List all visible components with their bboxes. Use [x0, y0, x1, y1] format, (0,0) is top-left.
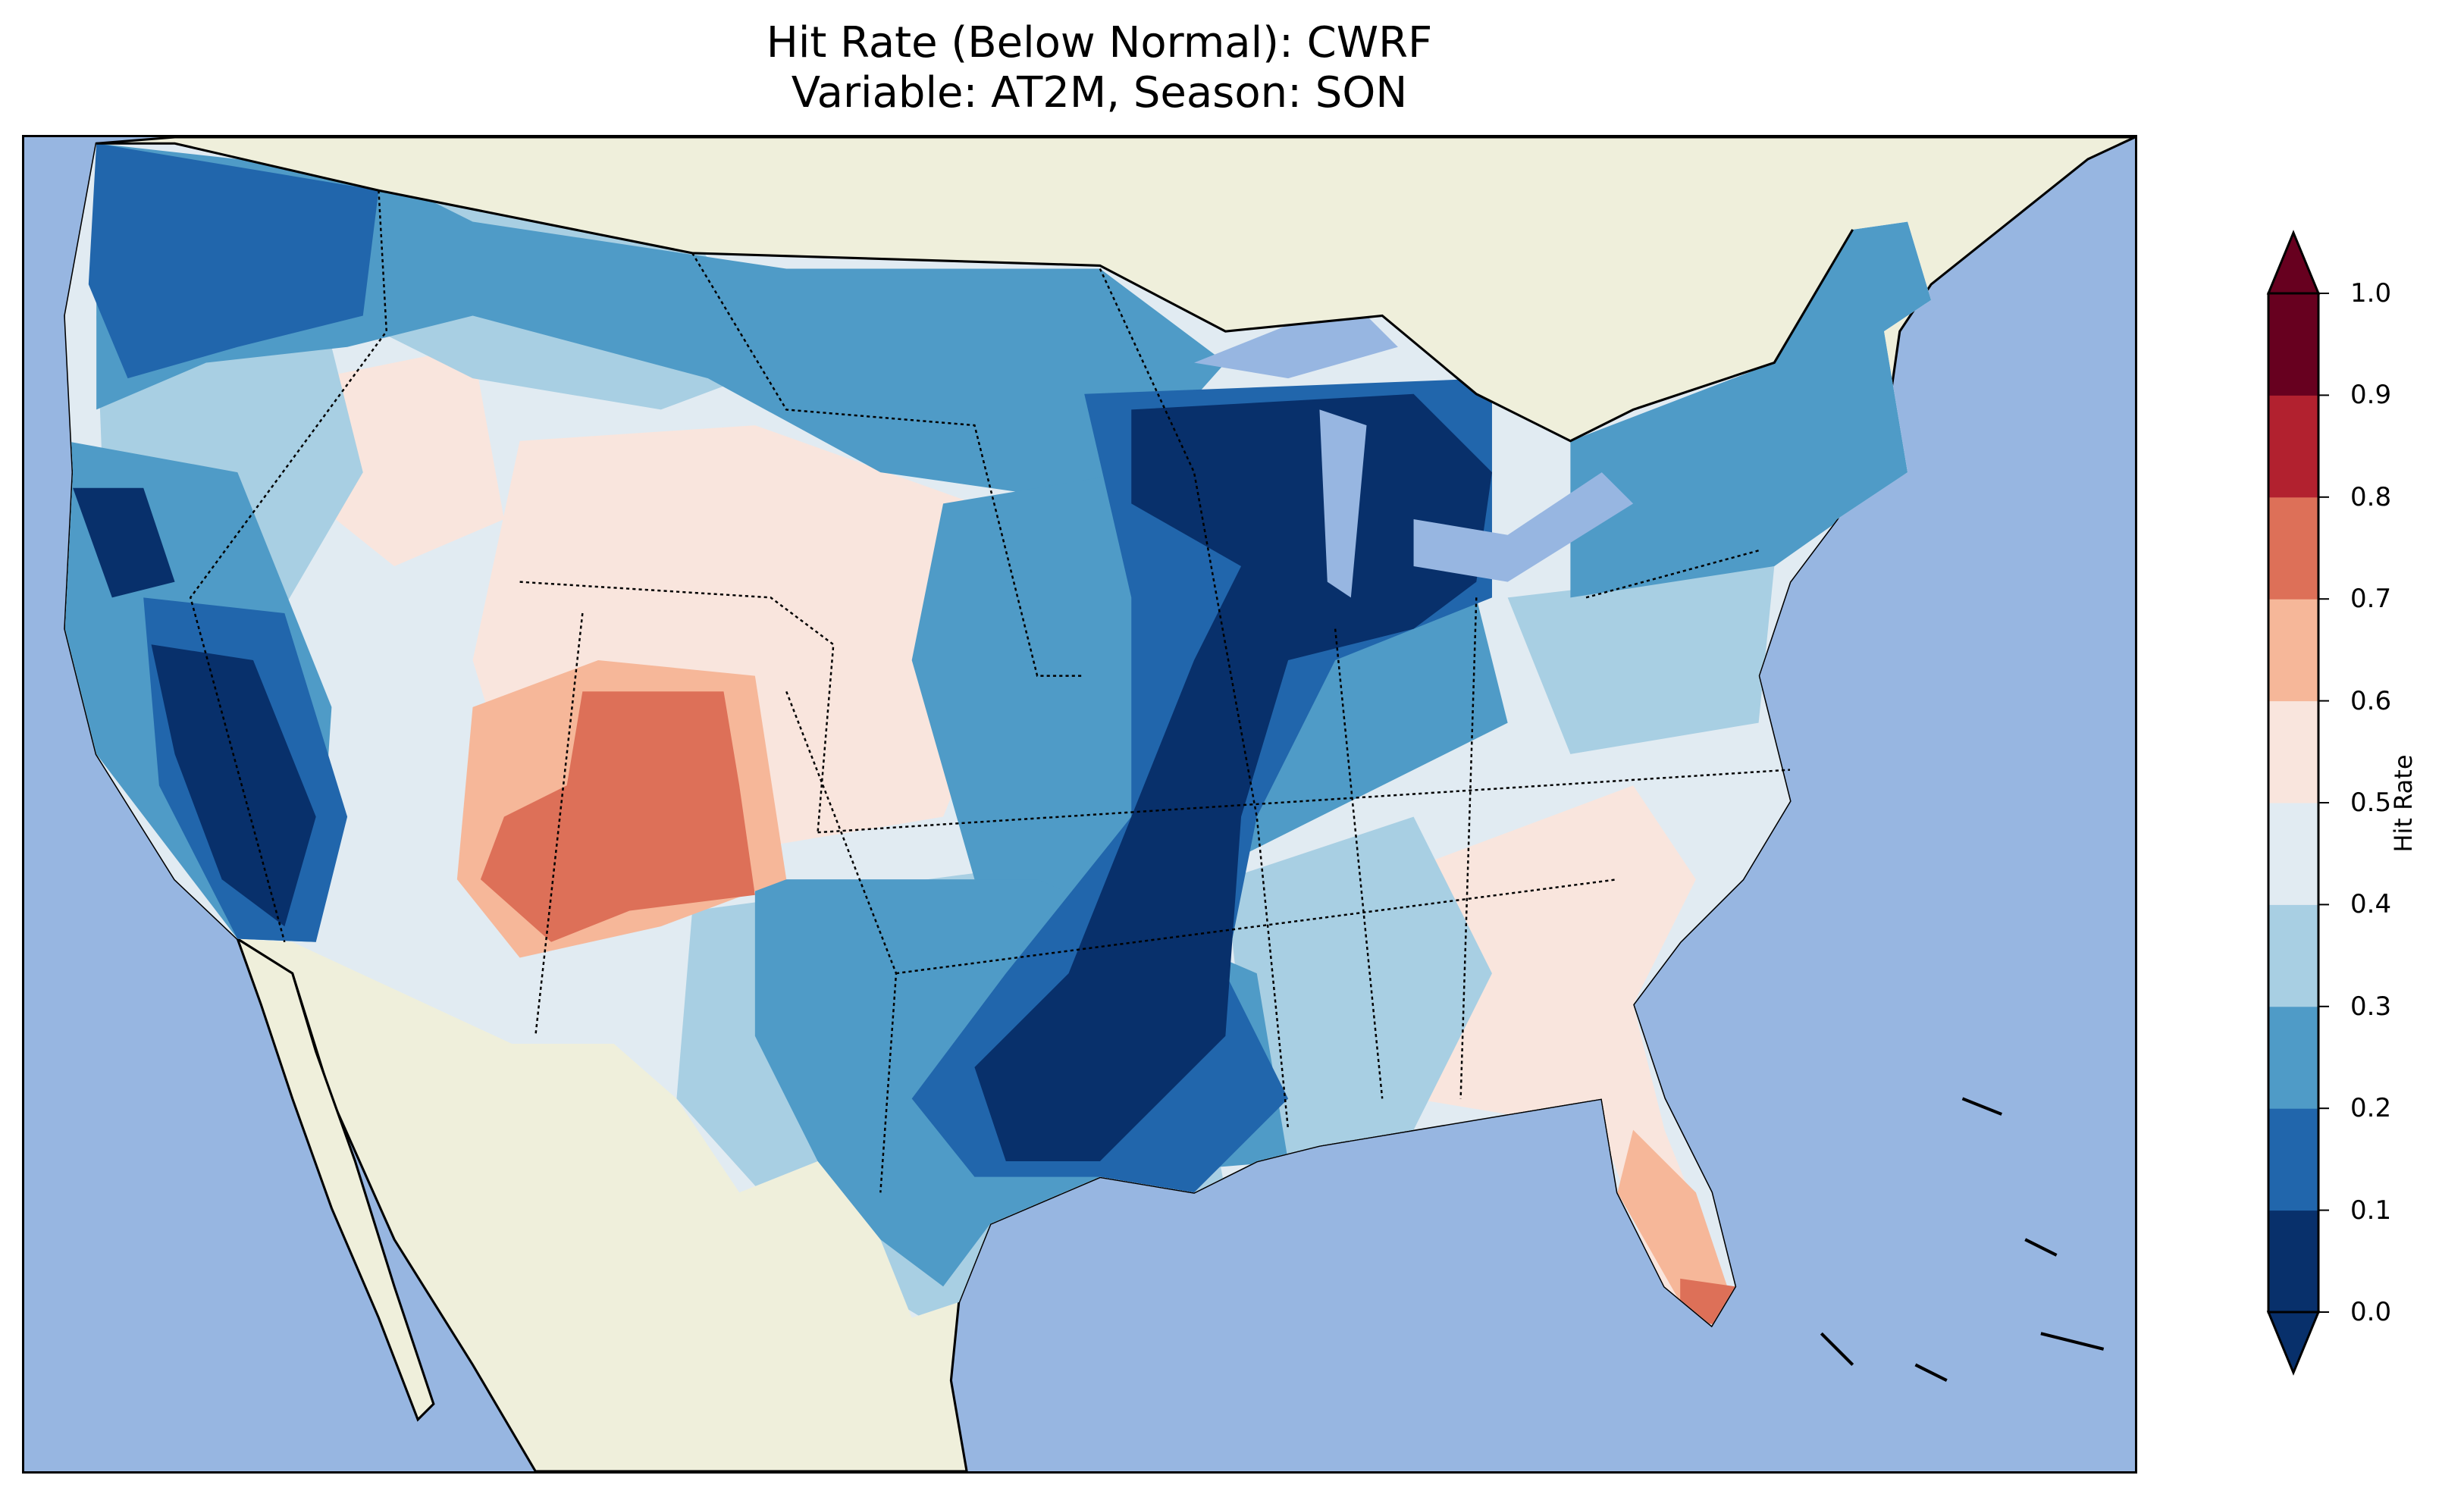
colorbar-tick-label: 0.3 [2350, 991, 2392, 1022]
colorbar-tick-label: 0.9 [2350, 380, 2392, 411]
colorbar-segment [2268, 1006, 2318, 1109]
colorbar-tick-label: 0.6 [2350, 685, 2392, 716]
colorbar-tick-label: 0.7 [2350, 584, 2392, 615]
colorbar-tick-label: 0.5 [2350, 788, 2392, 818]
state-borders [189, 190, 1791, 1193]
colorbar-tick-label: 0.8 [2350, 481, 2392, 512]
colorbar-segment [2268, 1108, 2318, 1211]
chart-title-line2: Variable: AT2M, Season: SON [791, 68, 1408, 117]
colorbar-tick-label: 0.2 [2350, 1093, 2392, 1124]
colorbar [2266, 230, 2329, 1376]
colorbar-label: Hit Rate [2389, 754, 2418, 853]
us-canada-border [96, 142, 1854, 443]
colorbar-segment [2268, 904, 2318, 1007]
land-baja [235, 935, 435, 1422]
colorbar-segment [2268, 496, 2318, 600]
colorbar-segment [2268, 700, 2318, 803]
map-svg [24, 137, 2135, 1471]
colorbar-segment [2268, 803, 2318, 905]
map-panel [22, 135, 2137, 1474]
colorbar-segment [2268, 1210, 2318, 1313]
colorbar-tick-label: 0.1 [2350, 1195, 2392, 1226]
colorbar-extend-max [2266, 230, 2321, 295]
colorbar-segment [2268, 395, 2318, 498]
colorbar-tick-label: 1.0 [2350, 278, 2392, 309]
chart-title-line1: Hit Rate (Below Normal): CWRF [766, 18, 1433, 67]
colorbar-tick-label: 0.0 [2350, 1297, 2392, 1327]
colorbar-segment [2268, 599, 2318, 702]
caribbean-islands [1820, 1097, 2105, 1383]
colorbar-segment [2268, 293, 2318, 396]
colorbar-extend-min [2266, 1311, 2321, 1376]
colorbar-tick-label: 0.4 [2350, 889, 2392, 920]
